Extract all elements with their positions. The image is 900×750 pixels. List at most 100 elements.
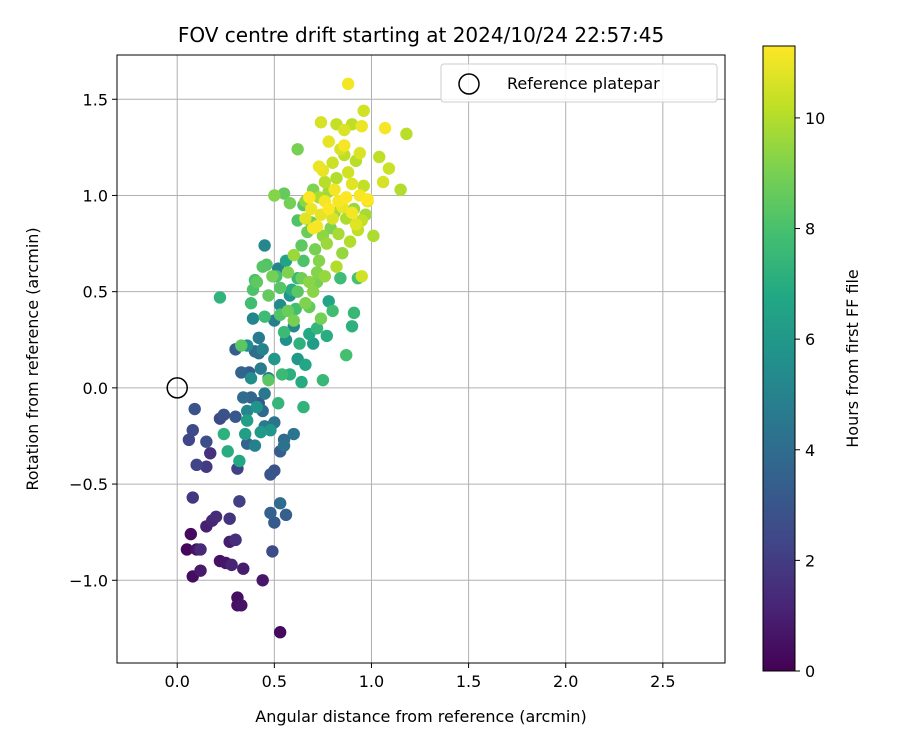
data-point	[326, 304, 339, 318]
data-point	[254, 425, 267, 439]
data-point	[272, 397, 285, 410]
data-point	[345, 320, 359, 333]
data-point	[328, 183, 341, 196]
data-point	[299, 297, 312, 310]
colorbar-ticks: 0 2 4 6 8 10	[795, 109, 825, 681]
data-point	[316, 373, 330, 387]
data-point	[378, 121, 392, 135]
data-point	[186, 423, 199, 437]
data-point	[258, 310, 271, 323]
colorbar-tick-label: 2	[805, 551, 815, 570]
data-point	[353, 146, 367, 160]
x-axis-ticks: 0.0 0.5 1.0 1.5 2.0 2.5	[164, 663, 676, 691]
data-point	[287, 314, 300, 327]
data-point	[252, 331, 266, 345]
data-point	[306, 337, 320, 350]
data-point	[330, 260, 343, 273]
data-point	[341, 166, 355, 179]
data-point	[295, 239, 308, 252]
data-point	[239, 427, 252, 441]
data-point	[277, 439, 291, 452]
legend-marker-icon	[458, 73, 480, 95]
data-point	[299, 358, 312, 371]
data-point	[204, 447, 217, 460]
data-point	[233, 454, 246, 468]
data-point	[180, 543, 194, 556]
data-point	[283, 196, 297, 210]
data-point	[281, 266, 295, 279]
data-point	[295, 375, 308, 389]
data-point	[291, 285, 304, 298]
reference-marker	[166, 377, 188, 399]
data-point	[221, 445, 234, 458]
data-point	[355, 270, 368, 283]
data-point	[373, 150, 386, 164]
data-points	[180, 77, 413, 639]
data-point	[357, 104, 370, 117]
data-point	[258, 239, 271, 252]
data-point	[281, 304, 295, 318]
data-point	[273, 626, 287, 639]
data-point	[305, 202, 318, 216]
x-tick-label: 0.5	[262, 672, 287, 691]
data-point	[367, 229, 380, 243]
data-point	[200, 460, 213, 473]
colorbar-gradient	[762, 45, 796, 672]
data-point	[338, 139, 351, 152]
data-point	[318, 175, 332, 189]
data-point	[277, 187, 291, 200]
data-point	[237, 391, 250, 404]
grid	[117, 55, 725, 663]
data-point	[225, 558, 238, 572]
data-point	[310, 322, 324, 335]
data-point	[248, 439, 262, 452]
data-point	[190, 458, 203, 472]
data-point	[376, 175, 390, 189]
data-point	[326, 212, 339, 225]
data-point	[209, 510, 223, 523]
data-point	[273, 497, 287, 510]
data-point	[308, 243, 322, 256]
data-point	[340, 191, 353, 204]
data-point	[264, 423, 277, 437]
y-axis-ticks: −1.0 −0.5 0.0 0.5 1.0 1.5	[69, 90, 117, 590]
data-point	[256, 574, 269, 587]
data-point	[303, 191, 316, 204]
data-point	[217, 427, 231, 441]
data-point	[229, 533, 242, 547]
chart-title: FOV centre drift starting at 2024/10/24 …	[178, 23, 664, 47]
legend-label: Reference platepar	[507, 74, 660, 93]
data-point	[244, 372, 258, 385]
data-point	[355, 119, 368, 133]
colorbar-tick-label: 0	[805, 662, 815, 681]
data-point	[250, 275, 264, 289]
data-point	[322, 135, 335, 148]
colorbar-tick-label: 10	[805, 109, 825, 128]
colorbar-tick-label: 8	[805, 220, 815, 239]
y-tick-label: 1.0	[83, 186, 108, 205]
data-point	[297, 400, 310, 414]
data-point	[343, 235, 357, 248]
data-point	[235, 366, 248, 379]
data-point	[332, 227, 345, 241]
data-point	[341, 77, 355, 91]
data-point	[314, 116, 328, 129]
reference-platepar-marker	[166, 377, 188, 399]
data-point	[345, 177, 359, 191]
data-point	[394, 183, 407, 196]
x-tick-label: 1.0	[359, 672, 384, 691]
data-point	[237, 562, 250, 575]
colorbar: 0 2 4 6 8 10 Hours from first FF file	[762, 45, 862, 681]
y-axis-label: Rotation from reference (arcmin)	[23, 227, 42, 490]
data-point	[312, 160, 326, 173]
data-point	[340, 348, 353, 362]
data-point	[188, 402, 201, 416]
data-point	[266, 545, 279, 558]
data-point	[306, 285, 320, 298]
y-tick-label: 1.5	[83, 90, 108, 109]
data-point	[262, 289, 275, 302]
data-point	[320, 237, 333, 250]
data-point	[258, 387, 271, 400]
x-tick-label: 0.0	[164, 672, 189, 691]
